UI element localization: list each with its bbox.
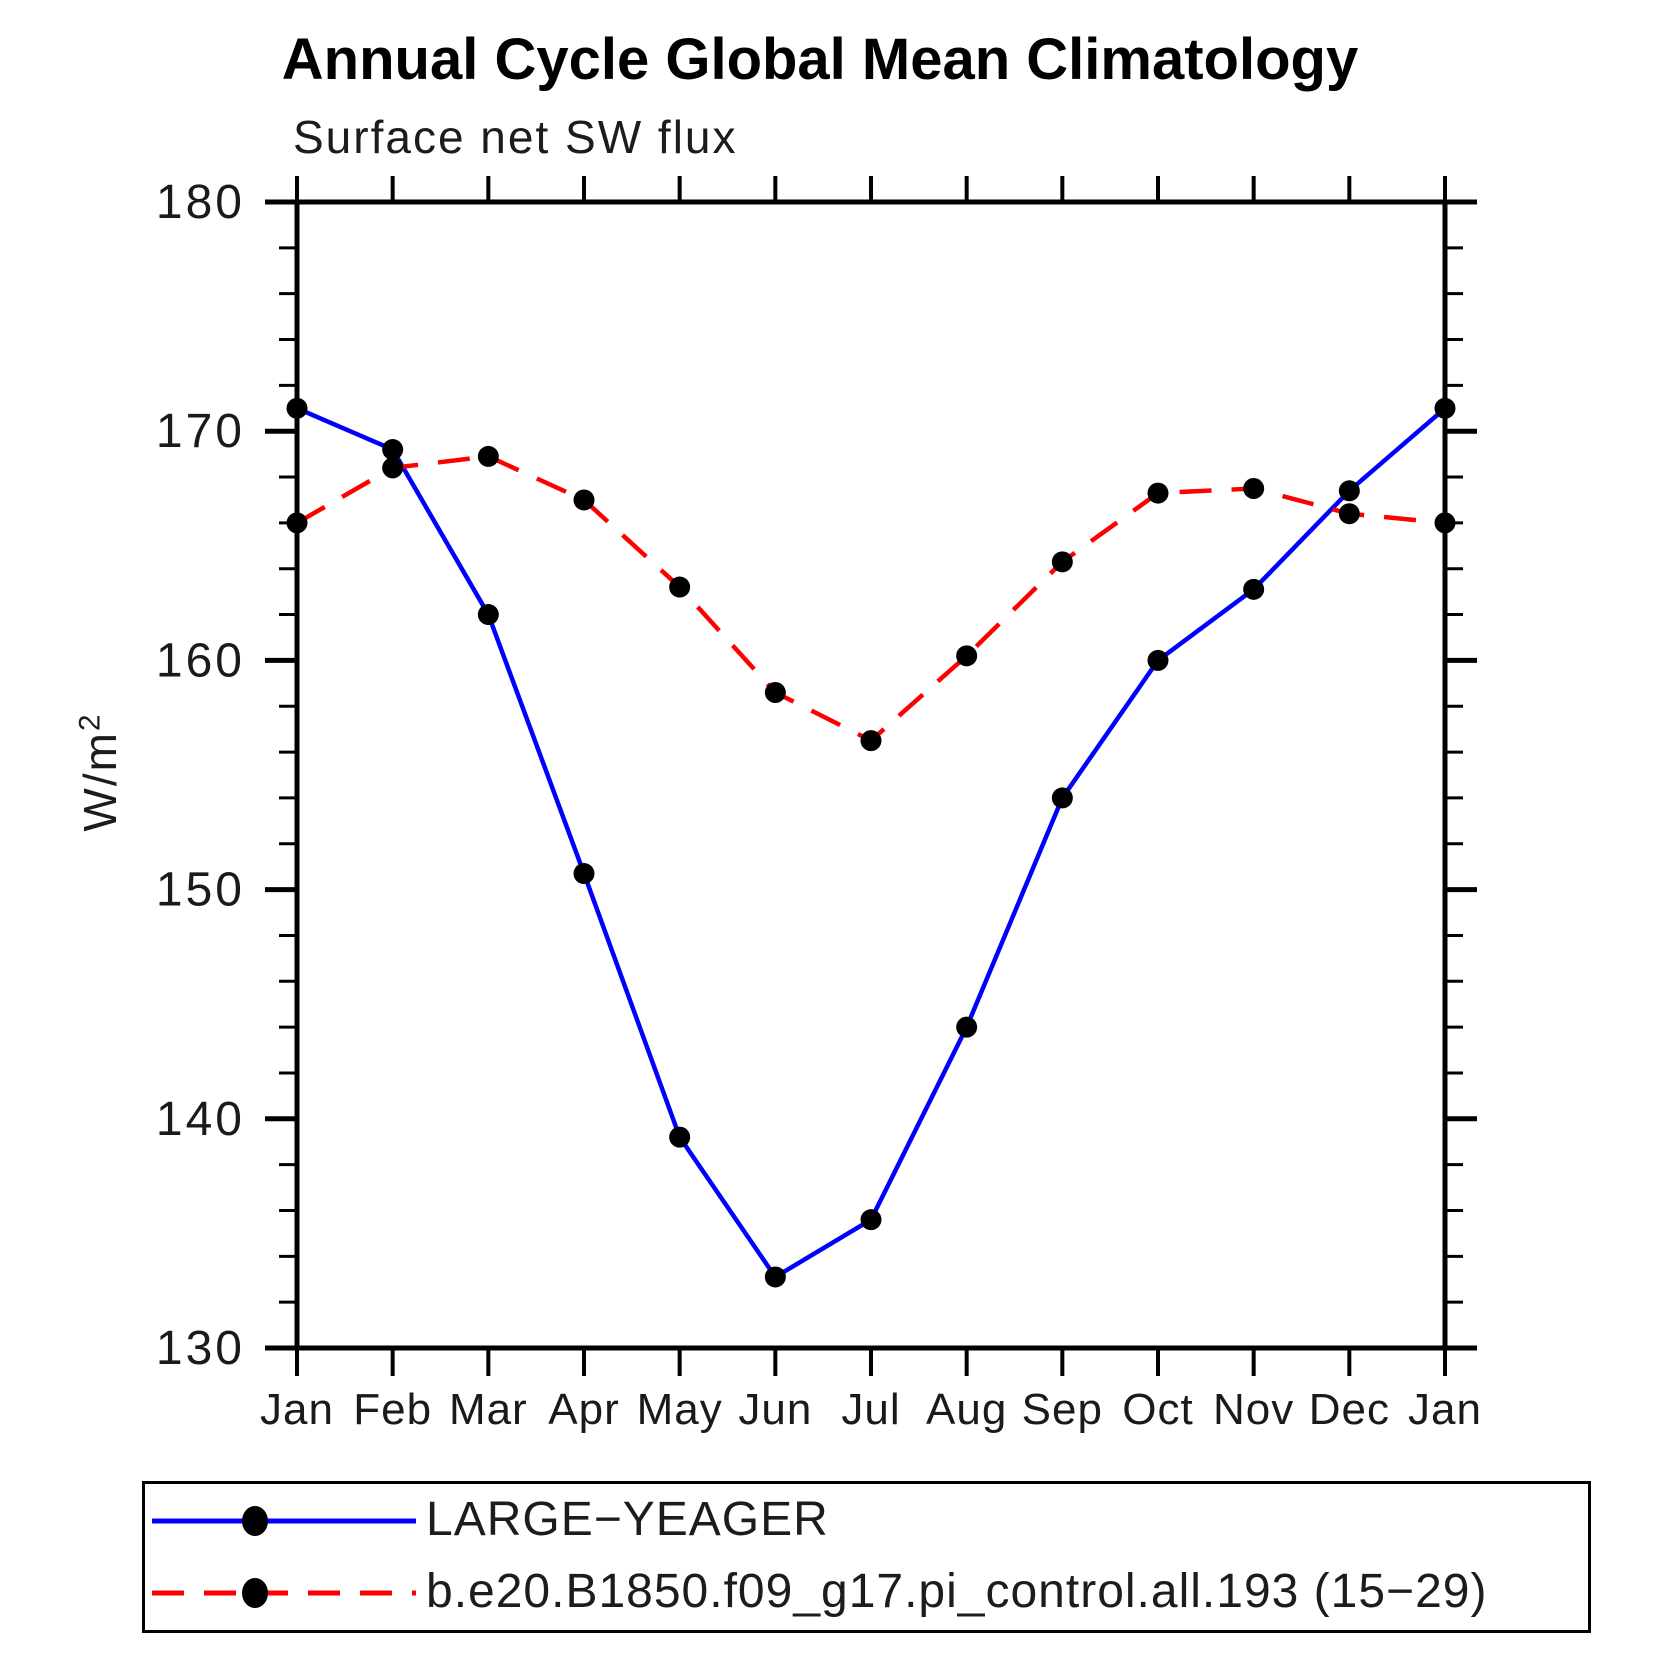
- legend-line-sample-solid: [152, 1506, 416, 1536]
- y-tick-label: 180: [156, 176, 245, 229]
- data-point-marker: [1051, 551, 1073, 573]
- x-tick-label: Sep: [1022, 1385, 1103, 1434]
- y-tick-label: 130: [156, 1322, 245, 1375]
- data-point-marker: [1434, 512, 1456, 534]
- legend-marker-dot: [242, 1578, 268, 1608]
- data-point-marker: [573, 489, 595, 511]
- x-tick-label: Mar: [449, 1385, 528, 1434]
- chart-subtitle: Surface net SW flux: [293, 111, 738, 163]
- x-tick-label: Jan: [1408, 1385, 1482, 1434]
- series-line-model-case: [295, 454, 1446, 743]
- data-point-marker: [1434, 397, 1456, 419]
- legend-box: LARGE−YEAGER b.e20.B1850.f09_g17.pi_cont…: [142, 1481, 1591, 1633]
- x-tick-label: Aug: [926, 1385, 1007, 1434]
- data-point-marker: [573, 863, 595, 885]
- x-tick-label: Jan: [260, 1385, 334, 1434]
- x-tick-label: Feb: [353, 1385, 432, 1434]
- y-tick-label: 140: [156, 1093, 245, 1146]
- x-tick-label: Dec: [1309, 1385, 1390, 1434]
- x-tick-label: Jul: [841, 1385, 900, 1434]
- data-point-marker: [1051, 787, 1073, 809]
- data-point-marker: [669, 1126, 691, 1148]
- x-tick-label: Oct: [1122, 1385, 1193, 1434]
- data-point-marker: [764, 681, 786, 703]
- data-point-marker: [477, 445, 499, 467]
- series-line-large-yeager: [296, 406, 1447, 1280]
- data-point-marker: [1243, 578, 1265, 600]
- legend-label-large-yeager: LARGE−YEAGER: [426, 1492, 829, 1546]
- data-point-marker: [860, 730, 882, 752]
- data-point-marker: [382, 439, 404, 461]
- legend-item-model-case: b.e20.B1850.f09_g17.pi_control.all.193 (…: [145, 1558, 1588, 1628]
- legend-item-large-yeager: LARGE−YEAGER: [145, 1486, 1588, 1556]
- chart-title: Annual Cycle Global Mean Climatology: [281, 27, 1359, 92]
- data-point-marker: [1147, 649, 1169, 671]
- data-point-marker: [1338, 503, 1360, 525]
- plot-frame: [294, 199, 1448, 1351]
- y-tick-label: 160: [156, 634, 245, 687]
- x-tick-label: Apr: [548, 1385, 619, 1434]
- legend-label-model-case: b.e20.B1850.f09_g17.pi_control.all.193 (…: [426, 1564, 1488, 1618]
- legend-line-sample-dashed: [152, 1578, 416, 1608]
- x-tick-label: Nov: [1213, 1385, 1294, 1434]
- y-tick-label: 170: [156, 405, 245, 458]
- data-point-marker: [1338, 480, 1360, 502]
- data-point-marker: [1243, 478, 1265, 499]
- data-point-marker: [764, 1266, 786, 1288]
- data-point-marker: [860, 1209, 882, 1231]
- data-point-marker: [1147, 482, 1169, 504]
- x-tick-label: May: [637, 1385, 723, 1434]
- y-tick-label: 150: [156, 864, 245, 917]
- data-point-marker: [956, 1016, 978, 1038]
- data-point-marker: [382, 457, 404, 479]
- data-point-marker: [477, 604, 499, 626]
- data-point-marker: [286, 397, 308, 419]
- data-point-marker: [286, 512, 308, 534]
- x-tick-label: Jun: [738, 1385, 812, 1434]
- legend-marker-dot: [242, 1506, 268, 1536]
- data-point-marker: [956, 645, 978, 667]
- data-point-marker: [669, 576, 691, 598]
